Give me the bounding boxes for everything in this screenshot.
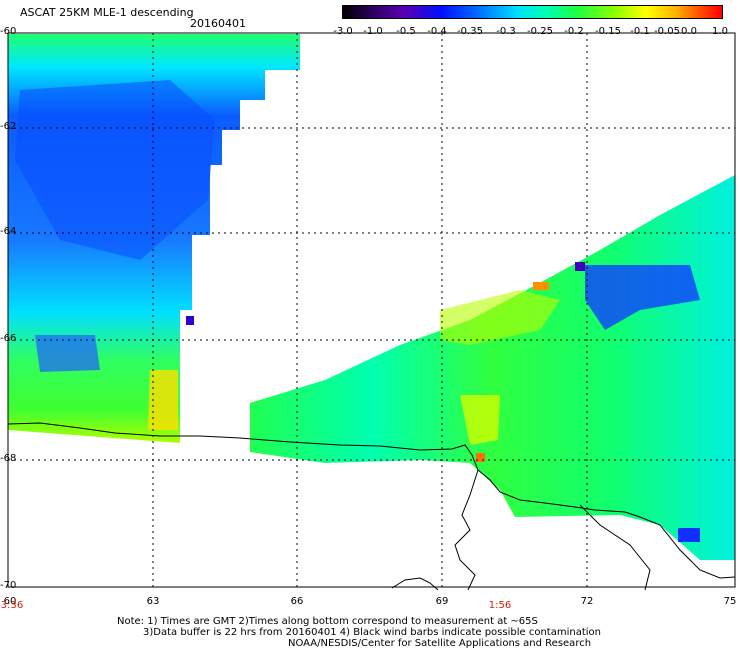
color-scale-label: -1.0 [363, 26, 383, 37]
lon-label: 72 [580, 596, 594, 607]
note-line: NOAA/NESDIS/Center for Satellite Applica… [288, 638, 592, 649]
color-scale-label: 0.0 [681, 26, 697, 37]
note-line: 3)Data buffer is 22 hrs from 20160401 4)… [143, 627, 601, 638]
high-wind-spot [460, 395, 500, 445]
low-wind-region [585, 265, 700, 330]
coastline [391, 577, 439, 591]
lon-label: 63 [146, 596, 160, 607]
lat-label: -70 [0, 580, 17, 591]
note-line: Note: 1) Times are GMT 2)Times along bot… [117, 616, 538, 627]
low-wind-spot [678, 528, 700, 542]
color-scale-label: -0.15 [595, 26, 621, 37]
color-scale-label: 1.0 [712, 26, 728, 37]
color-scale-label: -0.25 [527, 26, 553, 37]
coastline [7, 422, 736, 579]
high-wind-spot [533, 282, 549, 290]
lat-label: -68 [0, 453, 17, 464]
high-wind-spot [476, 453, 485, 462]
color-scale-label: -0.4 [427, 26, 447, 37]
low-wind-spot [575, 262, 585, 271]
lat-label: -66 [0, 333, 17, 344]
lat-label: -60 [0, 26, 17, 37]
color-scale-bar [342, 5, 723, 19]
color-scale-label: -3.0 [333, 26, 353, 37]
lat-label: -62 [0, 121, 17, 132]
lat-label: -64 [0, 226, 17, 237]
lon-label: 69 [435, 596, 449, 607]
graticule [8, 33, 735, 587]
time-label: 1:56 [488, 600, 512, 611]
low-wind-spot [186, 316, 194, 325]
coastline [579, 504, 651, 591]
low-wind-region [35, 335, 100, 372]
color-scale-label: -0.35 [457, 26, 483, 37]
color-scale-label: -0.1 [630, 26, 650, 37]
coastline [454, 469, 479, 591]
high-wind-spot [148, 370, 178, 430]
low-wind-region [15, 80, 215, 260]
high-wind-spot [440, 290, 560, 345]
time-label: 3:36 [0, 600, 24, 611]
lon-label: 66 [290, 596, 304, 607]
map-title: ASCAT 25KM MLE-1 descending [20, 6, 194, 19]
color-scale-label: -0.2 [564, 26, 584, 37]
lon-label: 75 [723, 596, 737, 607]
map-date: 20160401 [190, 17, 246, 30]
map-frame [7, 32, 736, 588]
color-scale-label: -0.3 [496, 26, 516, 37]
lon-label: 60 [3, 596, 17, 607]
color-scale-label: -0.05 [654, 26, 680, 37]
color-scale-label: -0.5 [396, 26, 416, 37]
